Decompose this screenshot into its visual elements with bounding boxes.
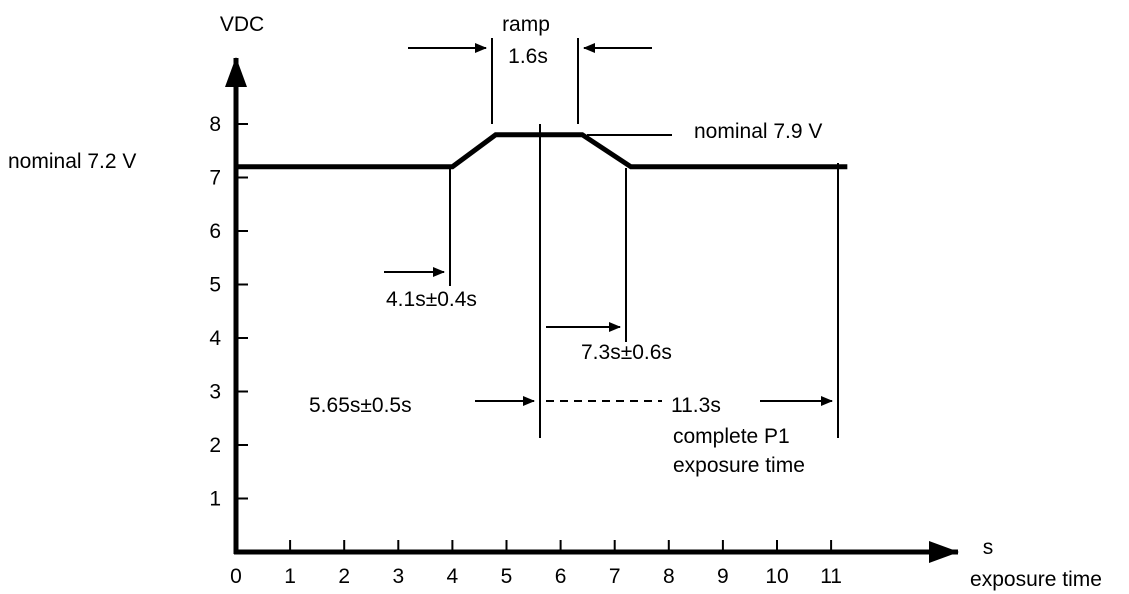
rise-time-label: 4.1s±0.4s (386, 288, 477, 311)
ramp-title-label: ramp (502, 13, 550, 36)
end-note-line2-label: exposure time (673, 454, 805, 477)
x-tick-label: 1 (284, 565, 296, 588)
x-tick-label: 10 (765, 565, 788, 588)
fall-time-label: 7.3s±0.6s (581, 341, 672, 364)
y-tick-label: 6 (209, 220, 221, 243)
nominal-high-label: nominal 7.9 V (694, 120, 822, 143)
x-tick-label: 8 (663, 565, 675, 588)
y-tick-label: 1 (209, 488, 221, 511)
y-tick-label: 4 (209, 327, 221, 350)
x-tick-label: 7 (609, 565, 621, 588)
nominal-low-label: nominal 7.2 V (8, 150, 136, 173)
y-tick-label: 5 (209, 274, 221, 297)
y-tick-label: 7 (209, 167, 221, 190)
x-tick-label: 6 (555, 565, 567, 588)
x-tick-label: 5 (501, 565, 513, 588)
annotation-guides (384, 38, 839, 438)
x-tick-label: 2 (338, 565, 350, 588)
x-axis-unit: s (983, 536, 994, 559)
x-tick-label: 4 (447, 565, 459, 588)
y-ticks: 1 2 3 4 5 6 7 8 (209, 113, 248, 511)
end-time-label: 11.3s (671, 394, 721, 417)
x-tick-label: 11 (820, 565, 842, 588)
x-axis-title: exposure time (970, 568, 1102, 591)
mid-time-label: 5.65s±0.5s (309, 394, 412, 417)
y-tick-label: 3 (209, 381, 221, 404)
x-tick-label: 3 (392, 565, 404, 588)
ramp-value-label: 1.6s (508, 45, 548, 68)
voltage-series-points (235, 134, 848, 167)
x-ticks: 0 1 2 3 4 5 6 7 8 9 10 11 (230, 540, 842, 588)
y-tick-label: 2 (209, 434, 221, 457)
y-tick-label: 8 (209, 113, 221, 136)
x-tick-label: 9 (717, 565, 729, 588)
x-tick-label: 0 (230, 565, 242, 588)
end-note-line1-label: complete P1 (673, 425, 790, 448)
voltage-series-line (236, 132, 848, 170)
y-axis-title: VDC (220, 13, 264, 36)
